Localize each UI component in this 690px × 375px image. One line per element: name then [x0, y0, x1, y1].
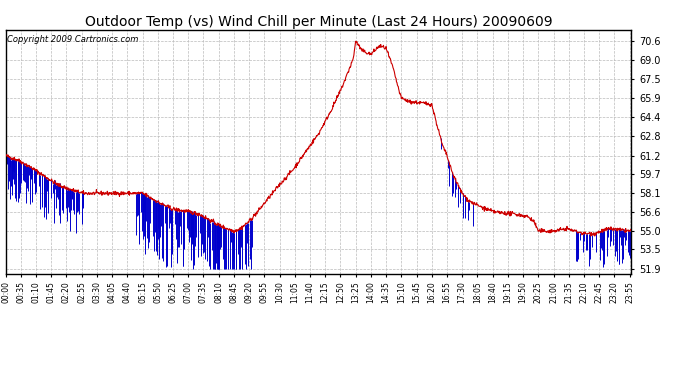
Title: Outdoor Temp (vs) Wind Chill per Minute (Last 24 Hours) 20090609: Outdoor Temp (vs) Wind Chill per Minute … — [85, 15, 552, 29]
Text: Copyright 2009 Cartronics.com: Copyright 2009 Cartronics.com — [7, 35, 138, 44]
